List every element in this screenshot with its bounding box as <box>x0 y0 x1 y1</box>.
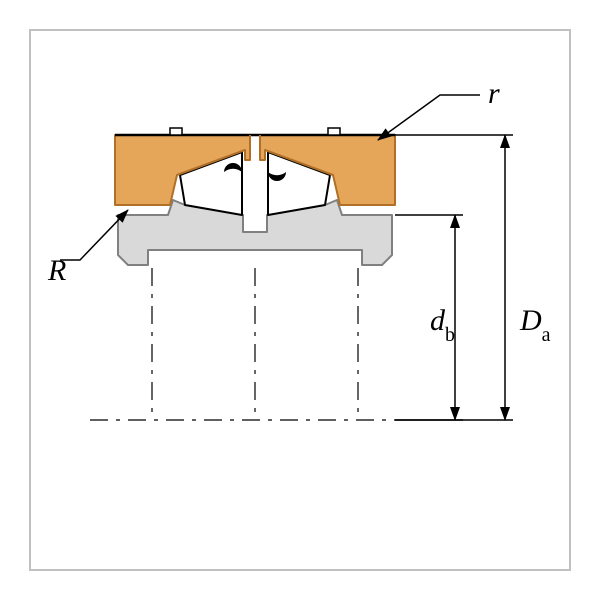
bearing-cross-section-diagram: rRdbDa <box>0 0 600 600</box>
outer-ring-notch <box>170 128 182 135</box>
label-r: r <box>488 77 500 110</box>
image-frame <box>30 30 570 570</box>
outer-ring-notch <box>328 128 340 135</box>
label-R: R <box>47 254 66 287</box>
